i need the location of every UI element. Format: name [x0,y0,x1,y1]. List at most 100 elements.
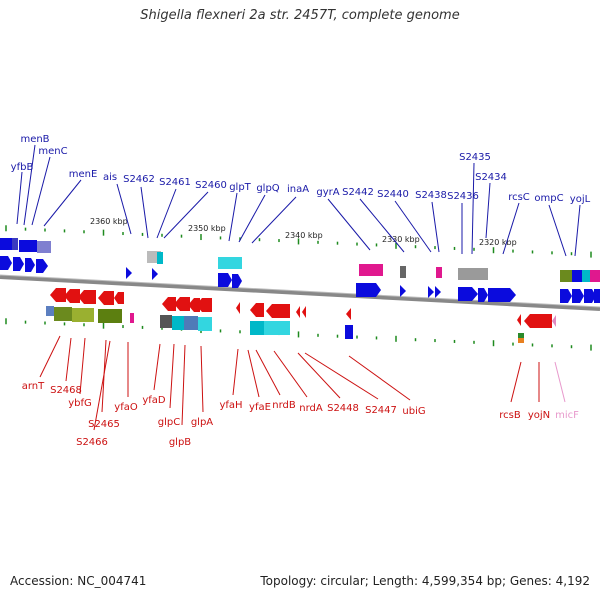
gene-arrow [218,273,232,287]
gene-label-nrdB: nrdB [272,400,296,411]
feature-box [157,252,163,264]
gene-arrow [296,306,300,318]
feature-box [12,238,18,250]
feature-box [98,309,122,323]
label-leader [359,198,405,253]
label-leader [238,194,266,243]
feature-box [572,270,582,282]
gene-arrow [196,298,212,312]
gene-arrow [400,285,406,297]
gene-arrow [25,258,35,272]
gene-arrow [572,289,584,303]
gene-label-S2447: S2447 [365,405,397,416]
gene-label-S2436: S2436 [447,191,479,202]
gene-label-ais: ais [103,172,117,183]
forward-gene-labels: yfbB menB menC menE ais S2462 S2461 S246… [11,134,591,257]
feature-box [264,321,290,335]
gene-label-gyrA: gyrA [316,187,339,198]
feature-box [345,325,353,339]
label-leader [574,204,581,257]
label-leader [43,179,82,227]
label-leader [232,348,239,396]
gene-arrow [114,292,124,304]
gene-label-glpB: glpB [169,437,191,448]
gene-label-S2468: S2468 [50,385,82,396]
tick-row-lower [5,318,592,351]
gene-label-menE: menE [69,169,98,180]
label-leader [39,335,61,378]
feature-box [72,308,94,322]
gene-arrow [78,290,96,304]
label-leader [31,156,51,226]
feature-box [19,240,37,252]
gene-label-yojN: yojN [528,410,550,421]
gene-label-nrdA: nrdA [299,403,323,414]
label-leader [485,182,491,239]
label-leader [79,337,86,395]
label-leader [502,202,520,255]
reverse-gene-arrows [50,288,556,328]
label-leader [156,188,177,239]
label-leader [327,198,371,251]
feature-box [590,270,600,282]
gene-arrow [552,315,556,327]
label-leader [510,361,522,403]
gene-arrow [162,297,176,311]
label-leader [554,361,566,403]
label-leader [16,171,23,225]
gene-arrow [13,257,24,271]
feature-box [400,266,406,278]
gene-label-menB: menB [20,134,49,145]
gene-label-rcsC: rcsC [508,192,530,203]
gene-arrow [302,306,306,318]
gene-arrow [594,289,600,303]
label-leader [304,352,379,400]
feature-box [359,264,383,276]
feature-box [582,270,590,282]
forward-feature-boxes [0,238,600,282]
tick-row-upper [5,225,592,258]
genome-backbone [0,275,600,311]
label-leader [251,196,297,244]
label-leader [394,200,432,253]
gene-arrow [524,314,552,328]
gene-arrow [152,268,158,280]
kbp-label-2350: 2350 kbp [188,224,226,233]
label-leader [93,340,111,431]
gene-arrow [435,286,441,298]
gene-arrow [0,256,12,270]
gene-label-yojL: yojL [570,194,591,205]
reverse-feature-boxes [46,306,524,343]
gene-label-S2442: S2442 [342,187,374,198]
gene-arrow [174,297,190,311]
gene-label-menC: menC [38,146,67,157]
gene-arrow [250,303,264,317]
gene-label-S2460: S2460 [195,180,227,191]
gene-label-yfaE: yfaE [249,402,271,413]
feature-box [218,257,242,269]
label-leader [169,343,175,409]
reverse-gene-labels: arnT S2468 ybfG S2465 S2466 yfaO yfaD gl… [22,335,579,448]
gene-label-S2448: S2448 [327,403,359,414]
gene-arrow [584,289,596,303]
gene-arrow [560,289,572,303]
feature-box [46,306,54,316]
label-leader [247,349,260,398]
gene-label-glpA: glpA [191,417,213,428]
gene-label-S2435: S2435 [459,152,491,163]
label-leader [200,345,204,413]
gene-arrow [236,302,240,314]
label-leader [23,144,36,226]
feature-box [37,241,51,253]
label-leader [348,355,411,401]
feature-box [518,338,524,343]
gene-label-glpQ: glpQ [256,183,279,194]
label-leader [471,162,475,255]
gene-label-arnT: arnT [22,381,45,392]
label-leader [140,186,149,239]
feature-box [184,316,198,330]
gene-label-S2438: S2438 [415,190,447,201]
label-leader [181,344,186,426]
